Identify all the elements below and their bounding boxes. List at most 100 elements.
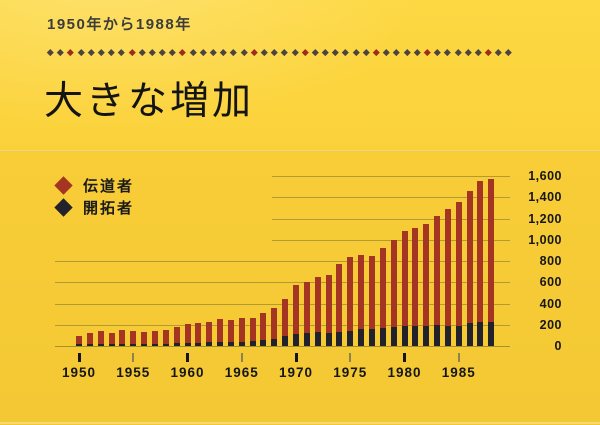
y-axis-label-0: 0 <box>554 339 562 353</box>
legend-label-publishers: 伝道者 <box>83 177 135 195</box>
pioneers-bar-1967 <box>260 340 267 346</box>
pioneers-bar-1959 <box>173 343 180 346</box>
publishers-bar-1983 <box>434 216 441 346</box>
x-tick-1960 <box>186 353 189 362</box>
pioneers-bar-1953 <box>108 344 115 346</box>
pioneers-bar-1966 <box>249 341 256 346</box>
y-axis-label-1600: 1,600 <box>528 169 562 183</box>
publishers-bar-1962 <box>206 321 213 346</box>
pioneers-bar-1954 <box>119 343 126 346</box>
pioneers-bar-1970 <box>293 333 299 346</box>
gridline-0 <box>55 346 510 347</box>
publishers-bar-1958 <box>162 329 169 346</box>
publishers-bar-1973 <box>325 275 332 346</box>
x-tick-1955 <box>132 353 135 362</box>
pioneers-bar-1965 <box>238 341 245 346</box>
gridline-600 <box>55 282 510 284</box>
x-axis-label-1960: 1960 <box>170 365 205 380</box>
gridline-800 <box>55 261 510 262</box>
publishers-bar-1974 <box>336 264 343 346</box>
pioneers-bar-1962 <box>206 342 213 346</box>
x-axis-label-1965: 1965 <box>224 365 259 380</box>
publishers-bar-1965 <box>238 317 245 346</box>
pioneers-bar-1968 <box>271 339 278 346</box>
publishers-bar-1961 <box>195 323 202 346</box>
y-axis-label-600: 600 <box>539 275 562 290</box>
paper-bottom-edge <box>0 422 600 424</box>
pioneers-bar-1955 <box>130 343 137 346</box>
publishers-bar-1952 <box>97 331 104 346</box>
x-tick-1950 <box>77 353 81 362</box>
publishers-bar-1964 <box>227 319 234 346</box>
y-axis-label-800: 800 <box>539 254 562 268</box>
y-axis-label-400: 400 <box>539 296 562 311</box>
publishers-bar-1951 <box>86 332 93 346</box>
pioneers-bar-1973 <box>325 333 332 346</box>
x-tick-1970 <box>294 353 298 362</box>
pioneers-bar-1977 <box>368 329 375 346</box>
publishers-bar-1982 <box>423 223 430 346</box>
publishers-bar-1979 <box>390 239 397 346</box>
publishers-bar-1957 <box>151 331 158 346</box>
gridline-1200 <box>272 218 510 220</box>
publishers-bar-1954 <box>119 330 126 346</box>
publishers-bar-1980 <box>401 231 408 346</box>
pioneers-bar-1981 <box>412 326 419 346</box>
publishers-bar-1978 <box>379 247 386 346</box>
publishers-bar-1955 <box>130 331 137 346</box>
x-tick-1965 <box>240 353 243 362</box>
legend-label-pioneers: 開拓者 <box>83 199 135 217</box>
x-axis-label-1970: 1970 <box>278 365 314 380</box>
pioneers-bar-1988 <box>488 322 495 346</box>
pioneers-bar-1987 <box>477 321 484 346</box>
pioneers-bar-1984 <box>444 326 451 346</box>
chart-legend: 伝道者 開拓者 <box>54 174 135 218</box>
y-axis-label-1400: 1,400 <box>528 190 562 205</box>
x-axis-label-1980: 1980 <box>387 365 422 380</box>
publishers-bar-1977 <box>368 255 375 346</box>
pioneers-bar-1956 <box>141 343 148 346</box>
publishers-bar-1986 <box>466 191 473 346</box>
publishers-bar-1988 <box>488 179 495 346</box>
y-axis-label-1000: 1,000 <box>528 232 562 247</box>
pioneers-bar-1950 <box>76 344 82 346</box>
pioneers-bar-1963 <box>217 341 224 346</box>
publishers-bar-1950 <box>76 336 82 346</box>
legend-item-publishers: 伝道者 <box>54 174 135 196</box>
publishers-bar-1959 <box>173 326 180 346</box>
pioneers-bar-1971 <box>303 332 310 346</box>
publishers-bar-1960 <box>184 324 191 346</box>
publishers-bar-1967 <box>260 313 267 346</box>
publishers-bar-1981 <box>412 228 419 346</box>
date-range-subtitle: 1950年から1988年 <box>47 16 192 33</box>
publishers-bar-1966 <box>249 318 256 346</box>
x-axis-label-1985: 1985 <box>441 365 476 380</box>
pioneers-bar-1952 <box>97 343 104 346</box>
publishers-bar-1968 <box>271 307 278 346</box>
pioneers-bar-1957 <box>151 343 158 346</box>
publishers-bar-1963 <box>217 319 224 346</box>
gridline-1400 <box>272 197 510 199</box>
pioneers-bar-1958 <box>162 343 169 346</box>
x-tick-1985 <box>457 353 460 362</box>
gridline-1600 <box>272 176 510 177</box>
pioneers-bar-1985 <box>455 325 462 346</box>
publishers-bar-1956 <box>141 331 148 346</box>
x-axis-label-1950: 1950 <box>61 365 97 380</box>
publishers-bar-1976 <box>358 254 365 346</box>
publishers-bar-1972 <box>314 276 321 346</box>
pioneers-bar-1980 <box>401 325 408 346</box>
publishers-bar-1985 <box>455 201 462 346</box>
publishers-bar-1953 <box>108 332 115 346</box>
pioneers-bar-1983 <box>434 324 441 346</box>
page-title: 大きな増加 <box>44 80 255 123</box>
publishers-bar-1970 <box>293 285 299 346</box>
pioneers-bar-1961 <box>195 342 202 346</box>
x-axis-label-1975: 1975 <box>333 365 368 380</box>
x-axis-label-1955: 1955 <box>116 365 151 380</box>
pioneers-bar-1979 <box>390 326 397 346</box>
x-tick-1975 <box>349 353 352 362</box>
pioneers-bar-1978 <box>379 327 386 346</box>
